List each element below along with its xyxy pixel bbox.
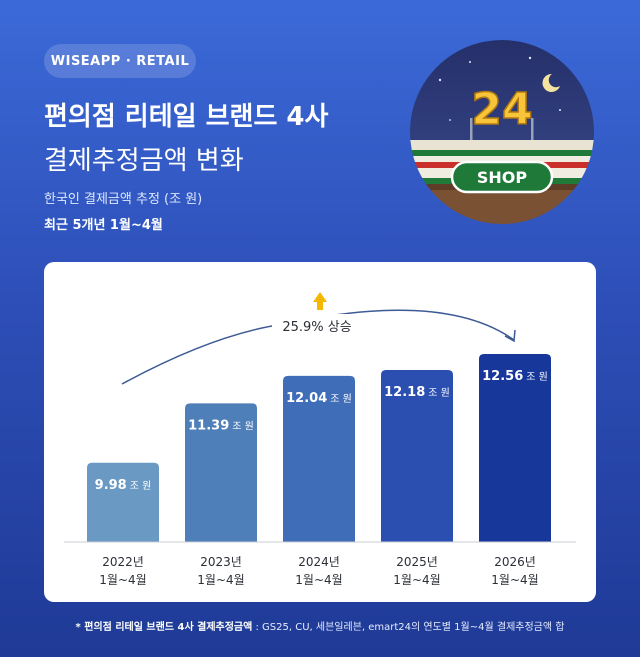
bar-value-label: 9.98 조 원 <box>95 478 152 493</box>
bars-group: 9.98 조 원 11.39 조 원 12.04 조 원 12.18 조 원 12.56 조 원 <box>87 354 551 542</box>
x-tick-label-year: 2024년 <box>298 555 340 569</box>
star-icon <box>449 119 451 121</box>
crescent-moon-icon <box>542 73 560 92</box>
x-tick-label-period: 1월~4월 <box>491 573 538 587</box>
period-label: 최근 5개년 1월~4월 <box>44 218 163 233</box>
bar-3 <box>283 375 355 542</box>
title-line-2: 결제추정금액 변화 <box>44 146 244 176</box>
bar-2 <box>185 403 257 542</box>
bar-1 <box>87 462 159 542</box>
bar-4 <box>381 370 453 542</box>
star-icon <box>528 56 532 60</box>
star-icon <box>559 109 561 111</box>
x-tick-label-year: 2022년 <box>102 555 144 569</box>
x-axis-labels: 2022년 1월~4월 2023년 1월~4월 2024년 1월~4월 2025년 1월~4월… <box>99 555 538 587</box>
bar-5 <box>479 354 551 542</box>
convenience-store-badge: 24 SHOP <box>410 40 594 224</box>
footnote-prefix: * 편의점 리테일 브랜드 4사 결제추정금액 <box>75 622 253 633</box>
x-tick-label-period: 1월~4월 <box>197 573 244 587</box>
shop-sign <box>450 160 554 194</box>
store-number-sign: 24 <box>471 84 532 135</box>
x-tick-label-year: 2026년 <box>494 555 536 569</box>
title-line-1: 편의점 리테일 브랜드 4사 <box>44 102 329 132</box>
bar-value-label: 11.39 조 원 <box>188 418 254 433</box>
x-tick-label-year: 2023년 <box>200 555 242 569</box>
star-icon <box>438 78 442 82</box>
store-illustration: 24 SHOP <box>410 40 594 224</box>
footnote-text: : GS25, CU, 세븐일레븐, emart24의 연도별 1월~4월 결제… <box>252 622 565 633</box>
shop-sign-text: SHOP <box>477 168 528 187</box>
bar-value-label: 12.04 조 원 <box>286 391 352 406</box>
x-tick-label-period: 1월~4월 <box>99 573 146 587</box>
bar-value-label: 12.18 조 원 <box>384 385 450 400</box>
bar-value-label: 12.56 조 원 <box>482 369 548 384</box>
bar-chart: 9.98 조 원11.39 조 원12.04 조 원 12.18 조 원12.56 조 원 … <box>64 292 576 587</box>
annotation-background <box>272 314 362 338</box>
x-tick-label-year: 2025년 <box>396 555 438 569</box>
subtitle: 한국인 결제금액 추정 (조 원) <box>44 192 203 207</box>
footnote: * 편의점 리테일 브랜드 4사 결제추정금액 : GS25, CU, 세븐일레… <box>0 618 640 633</box>
trend-arrowhead-icon <box>504 329 516 343</box>
up-arrow-icon <box>313 292 327 310</box>
x-tick-label-period: 1월~4월 <box>393 573 440 587</box>
star-icon <box>469 61 471 63</box>
x-tick-label-period: 1월~4월 <box>295 573 342 587</box>
change-annotation: 25.9% 상승 <box>282 320 351 335</box>
brand-pill: WISEAPP · RETAIL <box>44 44 196 78</box>
chart-card: 9.98 조 원 11.39 조 원 12.04 조 원 12.18 조 원 12.56 조 원 … <box>44 262 596 602</box>
